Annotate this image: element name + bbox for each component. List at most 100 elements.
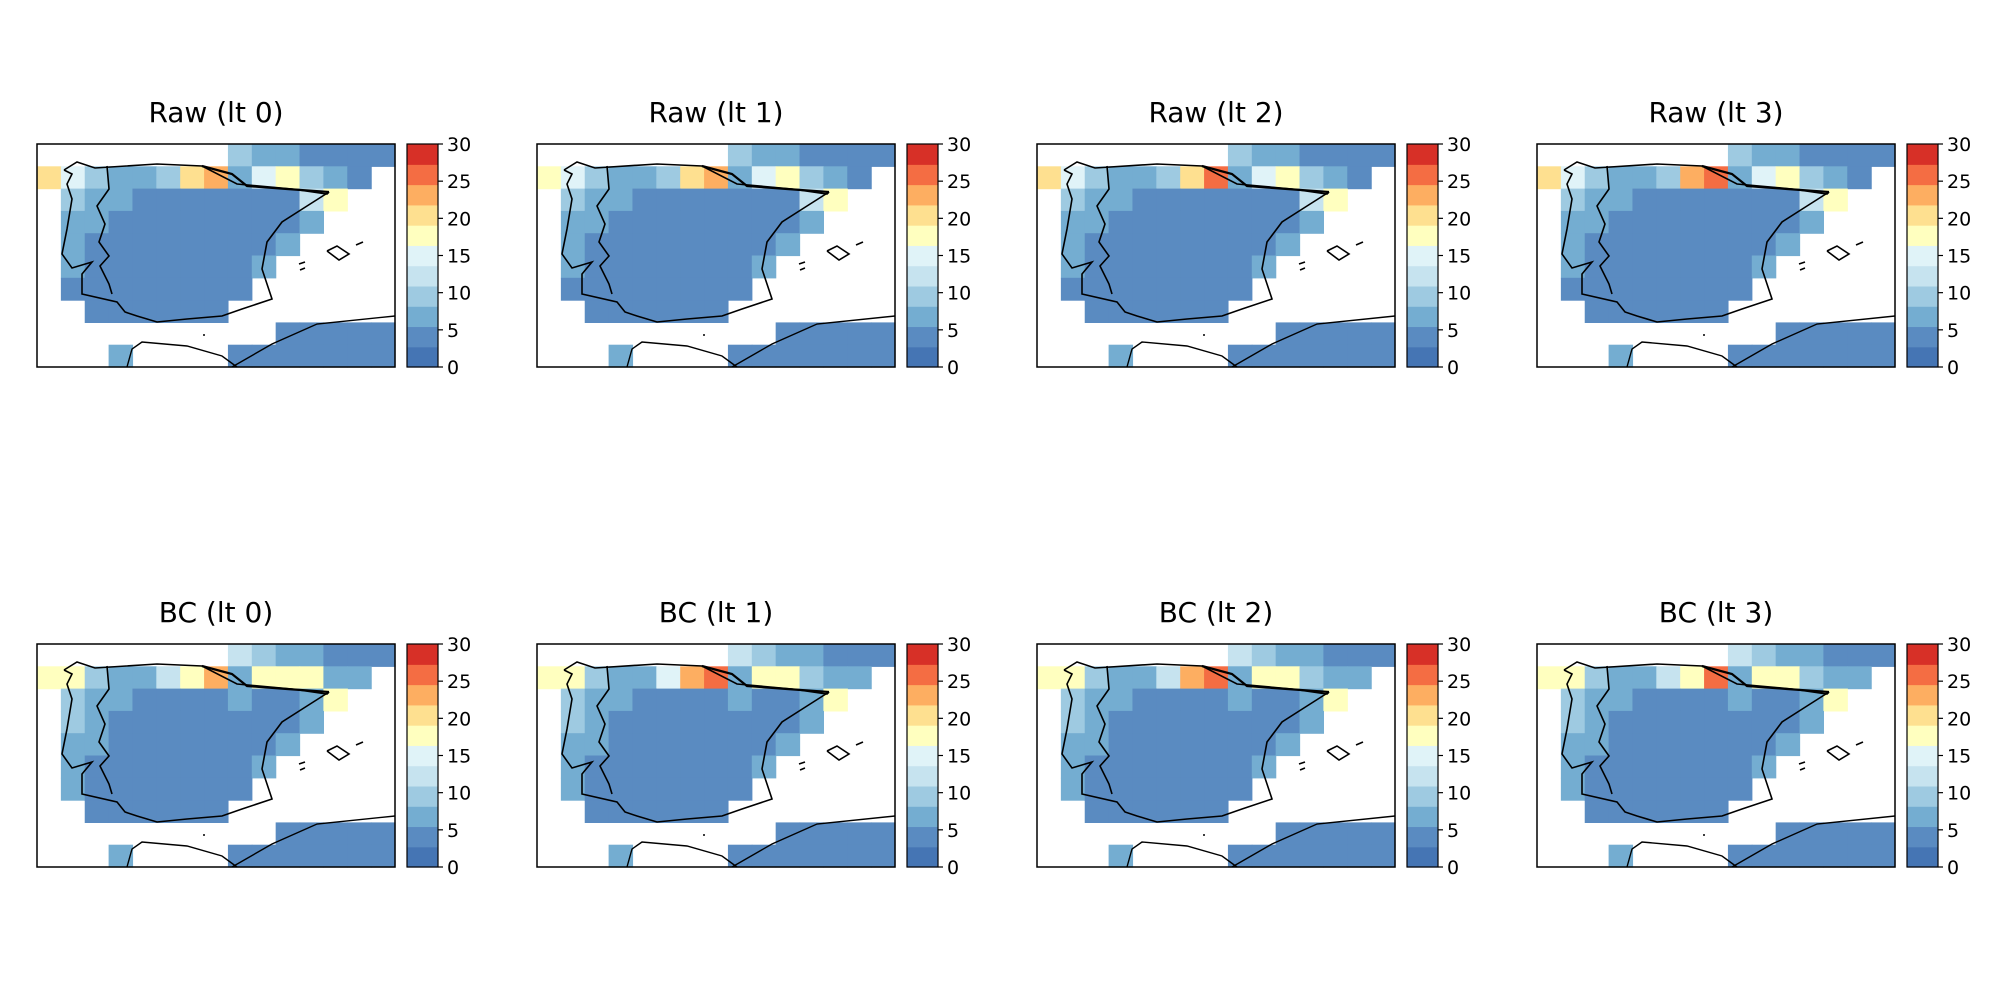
grid-cell — [227, 755, 253, 779]
map-frame — [536, 643, 896, 868]
grid-cell — [680, 188, 705, 212]
grid-cell — [132, 210, 157, 234]
grid-cell — [1775, 233, 1801, 257]
colorbar-segment — [1907, 664, 1938, 686]
grid-cell — [727, 277, 753, 301]
grid-cell — [1275, 144, 1301, 167]
grid-cell — [608, 188, 634, 212]
grid-cell — [251, 644, 277, 667]
grid-cell — [1704, 277, 1729, 301]
grid-cell — [108, 255, 134, 279]
grid-cell — [37, 166, 62, 190]
grid-cell — [704, 777, 729, 801]
grid-cell — [1156, 777, 1181, 801]
colorbar-segment — [1907, 644, 1938, 665]
grid-cell — [156, 777, 181, 801]
grid-cell — [1084, 800, 1110, 823]
grid-cell — [1060, 777, 1086, 801]
grid-cell — [347, 322, 372, 346]
grid-cell — [775, 666, 801, 690]
grid-cell — [871, 644, 896, 667]
grid-cell — [704, 188, 729, 212]
colorbar-segment — [407, 346, 438, 368]
coastline — [1061, 661, 1330, 823]
grid-cell — [156, 300, 181, 323]
grid-cell — [1060, 233, 1086, 257]
panel-title: BC (lt 0) — [159, 596, 274, 629]
grid-cell — [704, 800, 729, 823]
grid-cell — [132, 688, 157, 712]
grid-cell — [1608, 755, 1634, 779]
grid-cell — [1347, 844, 1372, 868]
island-outline — [826, 245, 851, 261]
grid-cell — [1108, 777, 1134, 801]
grid-cell — [60, 233, 86, 257]
grid-cell — [751, 755, 777, 779]
grid-cell — [1156, 233, 1181, 257]
grid-cell — [1632, 300, 1657, 323]
grid-cell — [847, 844, 872, 868]
coastline — [1561, 161, 1830, 323]
grid-cell — [156, 733, 181, 757]
grid-cell — [704, 255, 729, 279]
grid-cell — [1251, 688, 1277, 712]
grid-cell — [751, 688, 777, 712]
grid-cell — [1323, 822, 1348, 846]
grid-cell — [823, 822, 848, 846]
grid-cell — [1227, 277, 1253, 301]
grid-cell — [204, 800, 229, 823]
grid-cell — [1704, 233, 1729, 257]
grid-cell — [871, 144, 896, 167]
grid-cell — [1037, 666, 1062, 690]
grid-cell — [1275, 188, 1301, 212]
map-frame — [536, 143, 896, 368]
grid-cell — [1251, 755, 1277, 779]
colorbar-tick-label: 30 — [1947, 634, 1971, 656]
grid-cell — [680, 688, 705, 712]
colorbar-segment — [407, 644, 438, 665]
grid-cell — [1799, 144, 1824, 167]
grid-cell — [1680, 233, 1705, 257]
grid-cell — [560, 233, 586, 257]
colorbar-segment — [907, 204, 938, 226]
grid-cell — [1227, 144, 1253, 167]
grid-cell — [84, 733, 110, 757]
grid-cell — [204, 777, 229, 801]
country-border — [201, 664, 330, 694]
grid-cell — [799, 144, 824, 167]
grid-cell — [251, 344, 277, 368]
grid-cell — [1680, 255, 1705, 279]
colorbar-tick-label: 10 — [947, 283, 971, 305]
grid-cell — [1084, 688, 1110, 712]
map-panel: Raw (lt 0) 0 5 10 15 20 25 30 — [36, 96, 471, 379]
grid-cell — [1132, 688, 1157, 712]
grid-cell — [656, 210, 681, 234]
grid-cell — [1751, 144, 1777, 167]
grid-cell — [632, 300, 657, 323]
grid-cell — [799, 322, 824, 346]
grid-cell — [204, 188, 229, 212]
colorbar-segment — [407, 265, 438, 287]
grid-cell — [584, 710, 610, 734]
grid-cell — [275, 144, 301, 167]
colorbar-segment — [907, 306, 938, 328]
grid-cell — [608, 800, 634, 823]
grid-cell — [727, 344, 753, 368]
map-dot — [703, 334, 705, 336]
grid-cell — [1180, 666, 1205, 690]
grid-cell — [1727, 344, 1753, 368]
country-border — [201, 164, 330, 194]
grid-cell — [1727, 733, 1753, 757]
grid-cell — [275, 710, 301, 734]
grid-cell — [1251, 166, 1277, 190]
grid-cell — [108, 300, 134, 323]
island-outline — [1355, 741, 1364, 746]
colorbar-segment — [1907, 704, 1938, 726]
grid-cell — [108, 733, 134, 757]
grid-cell — [799, 188, 824, 212]
grid-cell — [1275, 644, 1301, 667]
grid-cell — [608, 733, 634, 757]
grid-cell — [1251, 733, 1277, 757]
grid-cell — [1799, 822, 1824, 846]
grid-cell — [60, 688, 86, 712]
